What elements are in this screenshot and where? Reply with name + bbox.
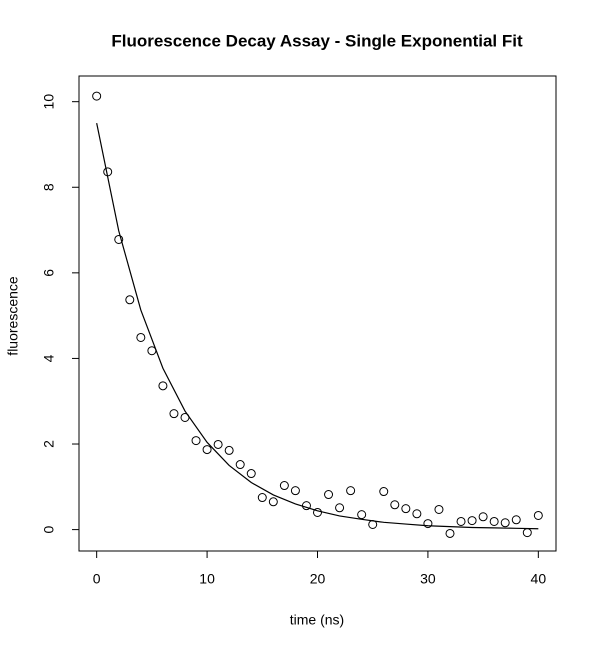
x-tick-label: 30 bbox=[420, 571, 436, 587]
x-tick-label: 0 bbox=[93, 571, 101, 587]
data-point bbox=[478, 512, 488, 522]
data-point bbox=[324, 490, 334, 500]
data-point bbox=[489, 516, 499, 526]
data-point bbox=[202, 445, 212, 455]
data-point bbox=[246, 469, 256, 479]
data-point bbox=[125, 295, 135, 305]
fit-line bbox=[96, 122, 539, 530]
chart-title: Fluorescence Decay Assay - Single Expone… bbox=[111, 31, 523, 50]
data-point bbox=[445, 528, 455, 538]
data-point bbox=[357, 510, 367, 520]
data-point bbox=[456, 516, 466, 526]
y-tick-label: 2 bbox=[41, 440, 57, 448]
data-point bbox=[346, 486, 356, 496]
data-point bbox=[224, 445, 234, 455]
data-point bbox=[401, 504, 411, 514]
data-point bbox=[500, 518, 510, 528]
data-point bbox=[169, 409, 179, 419]
data-point bbox=[434, 504, 444, 514]
y-tick-label: 6 bbox=[41, 269, 57, 277]
data-point bbox=[92, 91, 102, 101]
data-point bbox=[379, 487, 389, 497]
data-point bbox=[412, 509, 422, 519]
data-point bbox=[191, 436, 201, 446]
data-point bbox=[235, 460, 245, 470]
data-point bbox=[257, 493, 267, 503]
data-point bbox=[511, 515, 521, 525]
data-point bbox=[522, 528, 532, 538]
y-tick-label: 0 bbox=[41, 526, 57, 534]
x-tick-label: 40 bbox=[531, 571, 547, 587]
data-point bbox=[467, 516, 477, 526]
x-tick-label: 20 bbox=[310, 571, 326, 587]
data-point bbox=[136, 332, 146, 342]
data-point bbox=[158, 381, 168, 391]
y-tick-label: 10 bbox=[41, 94, 57, 110]
y-axis-label: fluorescence bbox=[5, 276, 21, 356]
data-point bbox=[213, 439, 223, 449]
x-tick-label: 10 bbox=[199, 571, 215, 587]
data-point bbox=[114, 234, 124, 244]
plot-frame bbox=[78, 75, 557, 552]
data-point bbox=[423, 519, 433, 529]
y-tick-label: 8 bbox=[41, 183, 57, 191]
data-point bbox=[279, 481, 289, 491]
x-axis-label: time (ns) bbox=[290, 612, 344, 628]
data-point bbox=[335, 503, 345, 513]
y-tick-label: 4 bbox=[41, 354, 57, 362]
data-point bbox=[313, 507, 322, 517]
data-point bbox=[268, 497, 278, 507]
data-point bbox=[533, 510, 543, 520]
data-point bbox=[390, 500, 400, 510]
data-point bbox=[290, 486, 300, 496]
